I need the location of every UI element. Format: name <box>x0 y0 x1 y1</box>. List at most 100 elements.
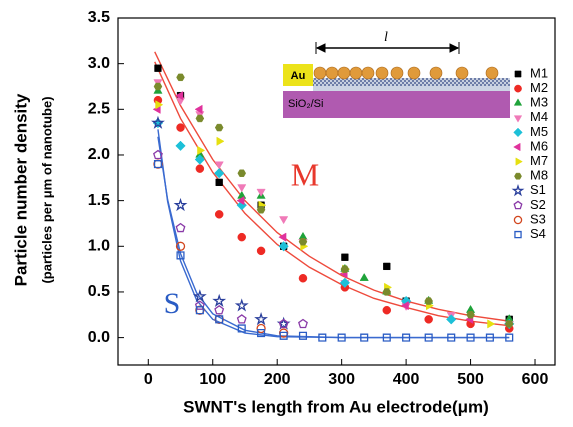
fit-line <box>157 129 510 339</box>
marker <box>236 314 247 324</box>
marker <box>215 178 223 187</box>
inset: l Au SiO₂/Si <box>283 30 510 118</box>
nanotube-layer <box>313 78 510 87</box>
y-axis-label: (particles per μm of nanotube) <box>39 96 54 283</box>
marker <box>194 104 203 114</box>
legend-marker <box>513 200 523 210</box>
marker <box>215 315 224 324</box>
electrode <box>283 64 313 86</box>
marker <box>195 306 204 315</box>
marker <box>278 318 289 329</box>
marker <box>424 315 433 324</box>
marker <box>256 246 266 256</box>
x-tick-label: 300 <box>328 371 355 388</box>
marker <box>504 320 514 328</box>
x-tick-label: 600 <box>522 371 549 388</box>
legend-label: M6 <box>530 138 548 153</box>
legend-label: M1 <box>530 65 548 80</box>
x-tick-label: 0 <box>144 371 153 388</box>
marker <box>424 333 433 342</box>
legend-label: M8 <box>530 168 548 183</box>
marker <box>318 333 327 342</box>
marker <box>214 305 225 315</box>
marker <box>195 164 205 173</box>
annotation: S <box>164 287 181 320</box>
marker <box>175 97 186 106</box>
x-tick-label: 500 <box>457 371 484 388</box>
marker <box>212 293 227 307</box>
x-tick-label: 200 <box>264 371 291 388</box>
marker <box>254 312 269 326</box>
fit-line <box>157 136 510 339</box>
legend-marker <box>513 215 523 225</box>
marker <box>195 114 205 123</box>
marker <box>237 169 247 177</box>
marker <box>424 297 433 305</box>
marker <box>446 314 457 325</box>
substrate <box>283 91 510 118</box>
marker <box>505 333 514 342</box>
marker <box>173 197 188 212</box>
legend-marker <box>514 84 522 93</box>
legend-label: S2 <box>530 197 546 212</box>
marker <box>151 115 165 129</box>
fit-line <box>154 61 510 327</box>
legend-marker <box>514 172 522 180</box>
legend-marker <box>511 184 525 197</box>
plot-frame <box>117 17 556 366</box>
marker <box>237 184 247 193</box>
marker <box>197 145 206 155</box>
annotation: M <box>291 156 319 192</box>
marker <box>175 222 186 233</box>
marker <box>214 168 225 179</box>
legend-marker <box>513 115 523 123</box>
marker <box>383 262 391 271</box>
legend-marker <box>515 157 523 166</box>
legend-marker <box>514 230 522 239</box>
marker <box>298 318 308 329</box>
y-tick-label: 1.0 <box>88 238 110 255</box>
x-axis-label: SWNT's length from Au electrode(μm) <box>183 397 489 416</box>
marker <box>214 210 224 219</box>
marker <box>256 323 266 334</box>
marker <box>337 333 346 342</box>
marker <box>234 298 249 312</box>
marker <box>278 232 287 242</box>
y-tick-label: 1.5 <box>88 192 110 209</box>
y-axis-label: Particle number density <box>11 93 30 286</box>
marker <box>341 253 349 261</box>
marker <box>466 311 475 319</box>
marker <box>236 196 245 206</box>
y-tick-label: 3.5 <box>88 9 110 26</box>
marker <box>257 328 266 338</box>
y-tick-label: 2.5 <box>88 101 110 118</box>
marker <box>175 140 186 151</box>
x-tick-label: 100 <box>199 371 226 388</box>
y-tick-label: 2.0 <box>88 146 110 163</box>
legend-label: M3 <box>530 95 548 110</box>
legend-label: M2 <box>530 80 548 95</box>
layer <box>313 86 510 91</box>
marker <box>382 305 392 315</box>
marker <box>216 136 225 146</box>
x-tick-label: 400 <box>393 371 420 388</box>
arrow-heads <box>315 42 460 54</box>
marker <box>487 319 496 329</box>
marker <box>382 288 392 296</box>
marker <box>256 188 266 197</box>
marker <box>400 301 409 311</box>
marker <box>154 64 162 72</box>
y-tick-label: 0.5 <box>88 283 110 300</box>
y-tick-label: 3.0 <box>88 55 110 72</box>
marker <box>176 123 185 132</box>
marker <box>237 232 247 242</box>
inset-label: l <box>384 30 388 45</box>
legend-marker <box>513 98 523 106</box>
marker <box>175 241 186 251</box>
y-tick-label: 0.0 <box>88 329 110 346</box>
inset-label: Au <box>291 70 306 82</box>
marker <box>485 333 494 342</box>
particles <box>313 66 499 80</box>
